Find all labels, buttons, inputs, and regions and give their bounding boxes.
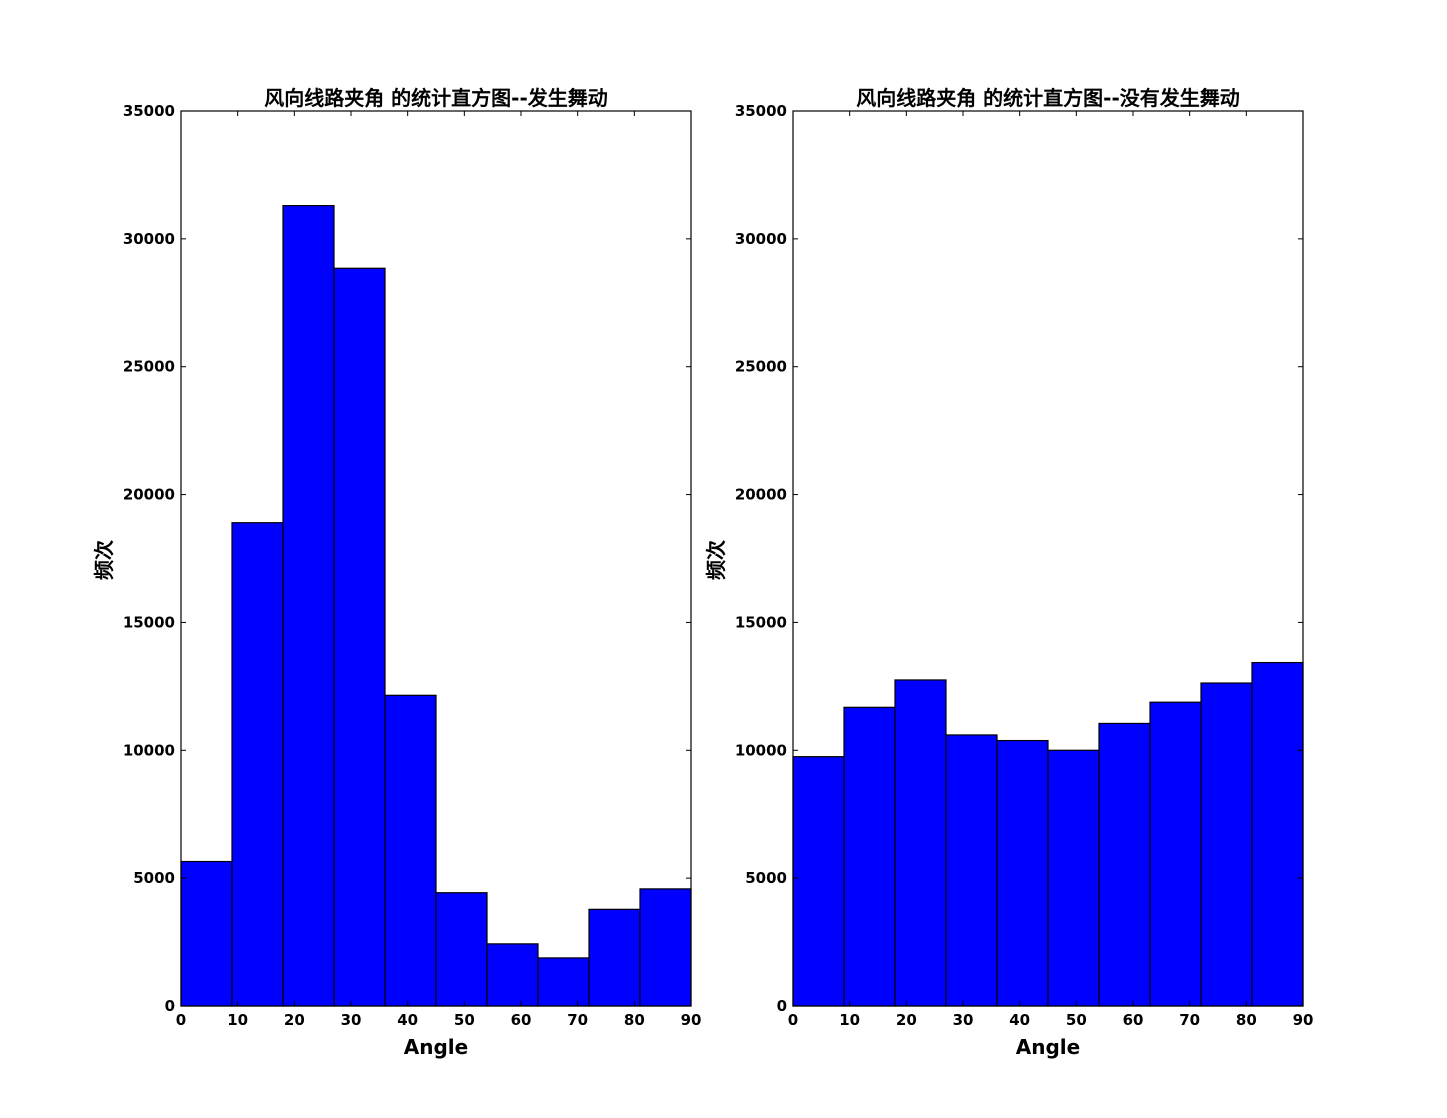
bars-group [180, 205, 692, 1007]
plot-frame [180, 110, 692, 1007]
x-tick-label: 80 [624, 1011, 645, 1029]
x-axis-label: Angle [1016, 1035, 1080, 1059]
bars-group [792, 661, 1304, 1007]
histogram-bar [231, 522, 284, 1007]
y-tick-label: 25000 [123, 358, 175, 376]
histogram-bar [180, 860, 233, 1007]
y-tick-label: 25000 [735, 358, 787, 376]
x-tick-label: 50 [454, 1011, 475, 1029]
x-tick-label: 50 [1066, 1011, 1087, 1029]
x-tick-label: 60 [1123, 1011, 1144, 1029]
plot-frame [792, 110, 1304, 1007]
y-tick-label: 10000 [735, 741, 787, 759]
x-tick-label: 0 [176, 1011, 186, 1029]
histogram-bar [384, 694, 437, 1007]
x-tick-label: 70 [1179, 1011, 1200, 1029]
x-tick-label: 40 [1009, 1011, 1030, 1029]
x-axis-ticks: 0 10 20 30 40 50 60 70 80 90 [176, 111, 702, 1029]
y-tick-label: 30000 [123, 230, 175, 248]
x-tick-label: 30 [953, 1011, 974, 1029]
x-tick-label: 20 [284, 1011, 305, 1029]
y-axis-ticks: 0 5000 10000 15000 20000 25000 30000 35000 [123, 102, 691, 1015]
x-tick-label: 90 [681, 1011, 702, 1029]
x-tick-label: 30 [341, 1011, 362, 1029]
chart-title: 风向线路夹角 的统计直方图--没有发生舞动 [856, 86, 1240, 110]
x-tick-label: 80 [1236, 1011, 1257, 1029]
y-tick-label: 30000 [735, 230, 787, 248]
x-axis-ticks: 0 10 20 30 40 50 60 70 80 90 [788, 111, 1314, 1029]
x-tick-label: 70 [567, 1011, 588, 1029]
histogram-bar [1098, 722, 1151, 1007]
x-axis-label: Angle [404, 1035, 468, 1059]
y-tick-label: 15000 [123, 613, 175, 631]
y-tick-label: 5000 [745, 869, 787, 887]
y-tick-label: 5000 [133, 869, 175, 887]
histogram-bar [945, 734, 998, 1007]
y-tick-label: 35000 [123, 102, 175, 120]
y-axis-label: 频次 [704, 540, 728, 580]
histogram-bar [435, 892, 488, 1007]
x-tick-label: 10 [839, 1011, 860, 1029]
histogram-bar [537, 957, 590, 1007]
y-tick-label: 15000 [735, 613, 787, 631]
y-tick-label: 0 [777, 997, 787, 1015]
histogram-bar [282, 205, 335, 1007]
histogram-bar [792, 756, 845, 1007]
x-tick-label: 90 [1293, 1011, 1314, 1029]
x-tick-label: 0 [788, 1011, 798, 1029]
y-tick-label: 0 [165, 997, 175, 1015]
y-tick-label: 10000 [123, 741, 175, 759]
histogram-bar [486, 943, 539, 1007]
histogram-bar [333, 267, 386, 1007]
histogram-bar [996, 739, 1049, 1007]
histogram-bar [1251, 661, 1304, 1007]
y-tick-label: 35000 [735, 102, 787, 120]
chart-title: 风向线路夹角 的统计直方图--发生舞动 [264, 86, 608, 110]
histogram-bar [588, 908, 641, 1007]
histogram-bar [843, 706, 896, 1007]
histogram-panel-fluttering: 风向线路夹角 的统计直方图--发生舞动 0 10 20 30 40 50 60 70 80 90 … [92, 86, 701, 1059]
x-tick-label: 40 [397, 1011, 418, 1029]
x-tick-label: 60 [511, 1011, 532, 1029]
y-tick-label: 20000 [123, 486, 175, 504]
histogram-bar [639, 888, 692, 1007]
histogram-panel-no-fluttering: 风向线路夹角 的统计直方图--没有发生舞动 0 10 20 30 40 50 60 70 80 9… [704, 86, 1313, 1059]
histogram-bar [1149, 701, 1202, 1007]
x-tick-label: 20 [896, 1011, 917, 1029]
y-axis-label: 频次 [92, 540, 116, 580]
histogram-bar [1047, 749, 1100, 1007]
histogram-bar [1200, 682, 1253, 1007]
y-tick-label: 20000 [735, 486, 787, 504]
x-tick-label: 10 [227, 1011, 248, 1029]
y-axis-ticks: 0 5000 10000 15000 20000 25000 30000 35000 [735, 102, 1303, 1015]
histogram-bar [894, 679, 947, 1007]
